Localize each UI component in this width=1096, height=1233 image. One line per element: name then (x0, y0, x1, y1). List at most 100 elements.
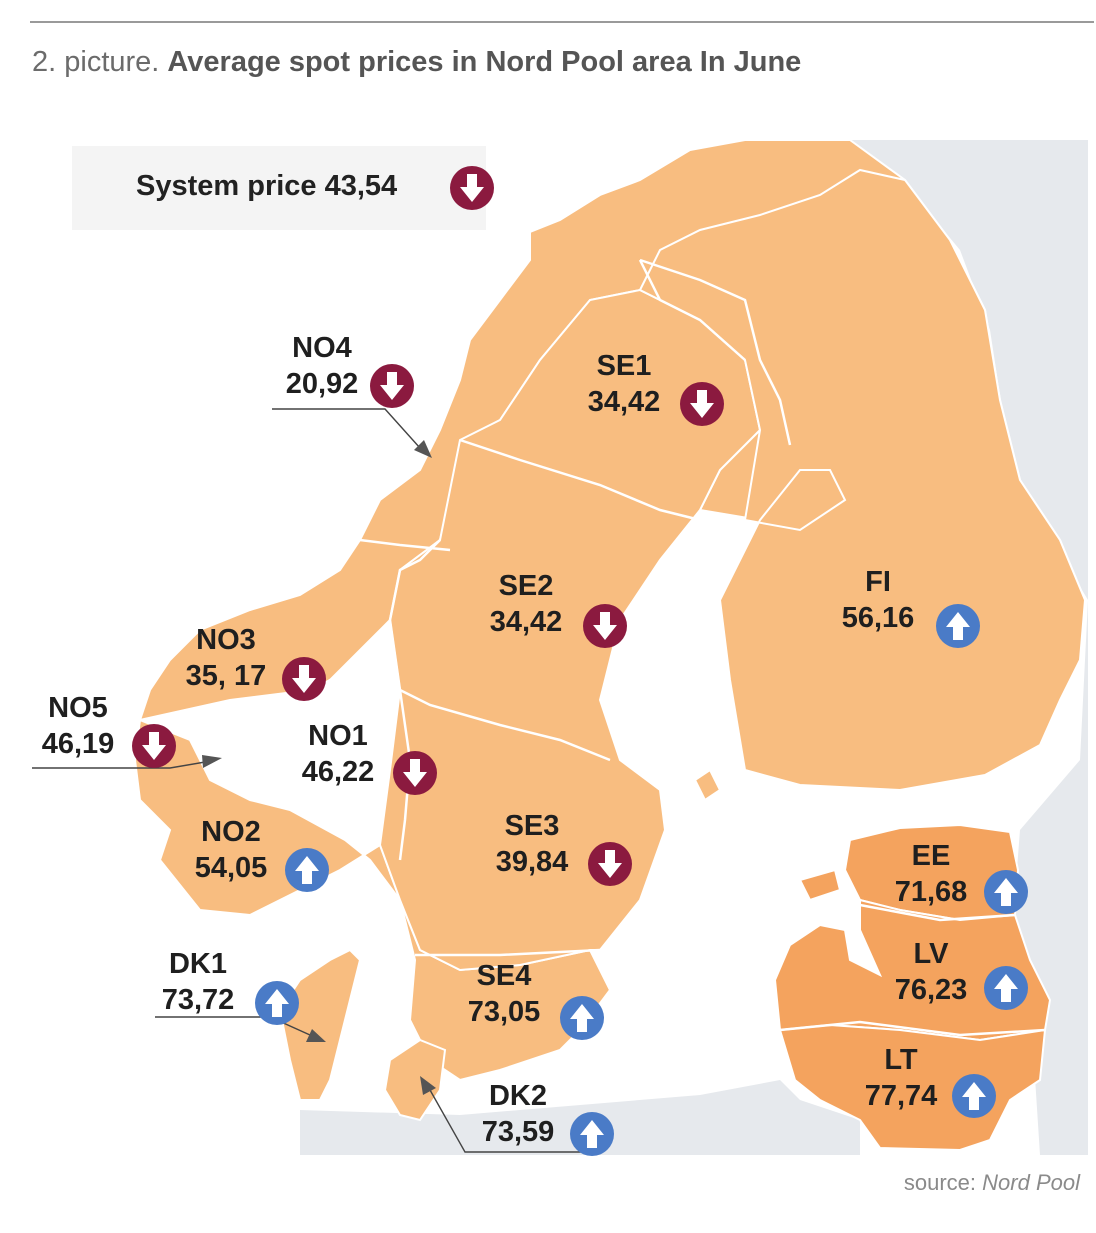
area-price: 76,23 (894, 974, 968, 1006)
arrow-down-icon (460, 174, 484, 202)
arrow-down-icon (403, 759, 427, 787)
area-price: 71,68 (894, 876, 968, 908)
area-code: NO5 (48, 692, 108, 724)
area-code: SE4 (476, 960, 532, 992)
border-se1-se2 (459, 438, 701, 522)
area-label-ee: EE 71,68 (886, 838, 976, 910)
border-lv-lt (779, 1020, 1046, 1037)
trend-icon-ee (984, 870, 1028, 914)
trend-icon-no2 (285, 848, 329, 892)
dk2-pointer-line (429, 1089, 582, 1153)
arrow-up-icon (994, 878, 1018, 906)
arrow-up-icon (580, 1120, 604, 1148)
area-price: 73,59 (481, 1116, 555, 1148)
arrow-down-icon (690, 390, 714, 418)
area-label-no3: NO3 35, 17 (176, 622, 276, 694)
arrow-down-icon (292, 665, 316, 693)
area-code: SE3 (504, 810, 560, 842)
area-price: 34,42 (587, 386, 661, 418)
area-code: DK2 (488, 1080, 547, 1112)
area-price: 73,72 (161, 984, 235, 1016)
area-label-no2: NO2 54,05 (185, 814, 277, 886)
border-se3-se4 (415, 948, 601, 957)
figure-title: 2. picture. Average spot prices in Nord … (32, 46, 801, 79)
system-price-label: System price 43,54 (136, 170, 398, 202)
area-label-se3: SE3 39,84 (486, 808, 578, 880)
area-label-se2: SE2 34,42 (480, 568, 572, 640)
area-price: 46,19 (41, 728, 115, 760)
area-label-lv: LV 76,23 (886, 936, 976, 1008)
area-price: 35, 17 (185, 660, 267, 692)
area-price: 46,22 (301, 756, 375, 788)
arrow-down-icon (380, 372, 404, 400)
source-name: Nord Pool (982, 1170, 1080, 1195)
trend-icon-se3 (588, 842, 632, 886)
area-code: DK1 (168, 948, 227, 980)
arrow-down-icon (598, 850, 622, 878)
system-price-box (72, 146, 486, 230)
no5-pointer-line (32, 761, 206, 769)
border-ee-lv (859, 903, 1016, 922)
no5-pointer-arrow (202, 755, 222, 768)
source-prefix: source: (903, 1170, 977, 1195)
area-label-se4: SE4 73,05 (458, 958, 550, 1030)
area-code: NO3 (196, 624, 256, 656)
area-code: SE2 (498, 570, 554, 602)
trend-icon-dk1 (255, 981, 299, 1025)
area-code: NO1 (308, 720, 368, 752)
area-price: 54,05 (194, 852, 268, 884)
border-se2-se3 (399, 688, 611, 762)
border-no3-se2 (388, 539, 441, 691)
no4-pointer-line (272, 408, 421, 449)
area-code: EE (911, 840, 951, 872)
saaremaa-island (798, 868, 842, 902)
arrow-down-icon (593, 612, 617, 640)
arrow-up-icon (570, 1004, 594, 1032)
area-price: 39,84 (495, 846, 569, 878)
area-code: LT (884, 1044, 918, 1076)
area-label-lt: LT 77,74 (855, 1042, 947, 1114)
area-label-dk2: DK2 73,59 (472, 1078, 564, 1150)
arrow-up-icon (265, 989, 289, 1017)
trend-icon-lv (984, 966, 1028, 1010)
denmark-zealand (383, 1038, 447, 1122)
trend-icon-lt (952, 1074, 996, 1118)
dk2-pointer-arrow (420, 1076, 436, 1095)
area-code: NO4 (292, 332, 352, 364)
border-se1-fi (639, 258, 792, 446)
border-no5-no1 (253, 719, 302, 806)
system-price-trend-icon (450, 166, 494, 210)
area-label-dk1: DK1 73,72 (152, 946, 244, 1018)
trend-icon-no3 (282, 657, 326, 701)
pointer-lines (32, 408, 582, 1153)
figure-heading: Average spot prices in Nord Pool area In… (167, 46, 802, 78)
lithuania-land (778, 1023, 1047, 1152)
area-label-no1: NO1 46,22 (292, 718, 384, 790)
area-label-no5: NO5 46,19 (32, 690, 124, 762)
area-code: LV (913, 938, 949, 970)
border-no4-se1 (638, 259, 746, 361)
area-price: 20,92 (285, 368, 359, 400)
area-price: 34,42 (489, 606, 563, 638)
gotland-island (693, 768, 722, 802)
area-label-se1: SE1 34,42 (578, 348, 670, 420)
dk1-pointer-arrow (306, 1029, 326, 1042)
trend-icon-no5 (132, 724, 176, 768)
area-label-no4: NO4 20,92 (272, 330, 372, 402)
area-code: SE1 (596, 350, 652, 382)
area-price: 56,16 (841, 602, 915, 634)
no4-pointer-arrow (414, 440, 432, 458)
trend-icon-no1 (393, 751, 437, 795)
trend-icon-se4 (560, 996, 604, 1040)
arrow-up-icon (994, 974, 1018, 1002)
trend-icon-fi (936, 604, 980, 648)
area-price: 77,74 (864, 1080, 938, 1112)
baltic-land (773, 823, 1052, 1152)
arrow-up-icon (946, 612, 970, 640)
source-note: source: Nord Pool (904, 1170, 1080, 1196)
figure-number: 2. picture. (32, 46, 160, 78)
arrow-down-icon (142, 732, 166, 760)
area-price: 73,05 (467, 996, 541, 1028)
trend-icon-se2 (583, 604, 627, 648)
